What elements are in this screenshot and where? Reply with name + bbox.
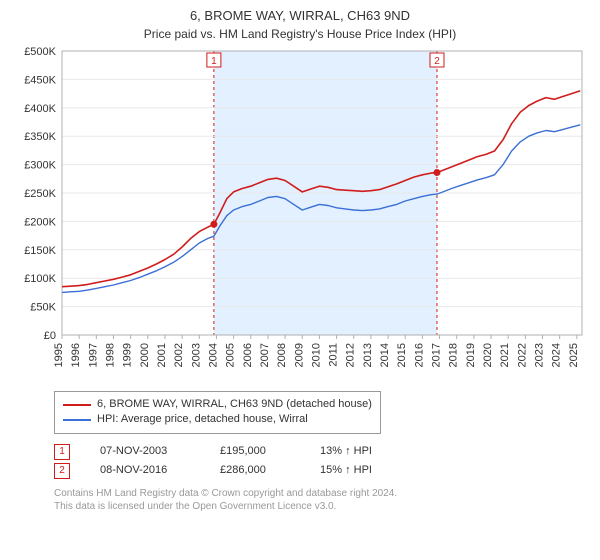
svg-text:2021: 2021 <box>499 343 511 367</box>
svg-text:1997: 1997 <box>87 343 99 367</box>
svg-text:2022: 2022 <box>516 343 528 367</box>
sale-date: 07-NOV-2003 <box>100 442 190 462</box>
chart-area: £0 £50K £100K £150K £200K £250K £300K £350K £400… <box>12 45 588 385</box>
svg-text:2007: 2007 <box>259 343 271 367</box>
svg-text:2002: 2002 <box>173 343 185 367</box>
svg-text:2001: 2001 <box>156 343 168 367</box>
svg-text:£400K: £400K <box>24 103 56 115</box>
svg-text:£150K: £150K <box>24 245 56 257</box>
svg-text:2023: 2023 <box>534 343 546 367</box>
svg-text:2019: 2019 <box>465 343 477 367</box>
svg-text:2008: 2008 <box>276 343 288 367</box>
svg-text:2009: 2009 <box>293 343 305 367</box>
svg-text:1998: 1998 <box>104 343 116 367</box>
svg-text:2025: 2025 <box>568 343 580 367</box>
legend-swatch <box>63 404 91 406</box>
legend-row: HPI: Average price, detached house, Wirr… <box>63 412 372 427</box>
svg-text:2005: 2005 <box>225 343 237 367</box>
svg-text:2015: 2015 <box>396 343 408 367</box>
svg-text:2010: 2010 <box>310 343 322 367</box>
svg-text:2017: 2017 <box>431 343 443 367</box>
license-text: Contains HM Land Registry data © Crown c… <box>54 487 588 513</box>
sale-date: 08-NOV-2016 <box>100 461 190 481</box>
svg-text:£250K: £250K <box>24 188 56 200</box>
svg-text:2024: 2024 <box>551 343 563 367</box>
svg-text:2003: 2003 <box>190 343 202 367</box>
svg-text:2: 2 <box>434 56 440 67</box>
marker-badge: 1 <box>54 444 70 460</box>
svg-text:£200K: £200K <box>24 216 56 228</box>
svg-text:£350K: £350K <box>24 131 56 143</box>
svg-text:£500K: £500K <box>24 46 56 58</box>
table-row: 2 08-NOV-2016 £286,000 15% ↑ HPI <box>54 461 588 481</box>
marker-badge: 2 <box>54 463 70 479</box>
svg-text:2000: 2000 <box>139 343 151 367</box>
legend-swatch <box>63 419 91 421</box>
svg-text:1995: 1995 <box>53 343 65 367</box>
svg-text:1999: 1999 <box>122 343 134 367</box>
legend-label: HPI: Average price, detached house, Wirr… <box>97 412 308 427</box>
sale-price: £195,000 <box>220 442 290 462</box>
legend-row: 6, BROME WAY, WIRRAL, CH63 9ND (detached… <box>63 397 372 412</box>
svg-text:£0: £0 <box>44 330 56 342</box>
svg-text:£50K: £50K <box>30 301 56 313</box>
legend-label: 6, BROME WAY, WIRRAL, CH63 9ND (detached… <box>97 397 372 412</box>
svg-text:2006: 2006 <box>242 343 254 367</box>
svg-text:2014: 2014 <box>379 343 391 367</box>
svg-text:2013: 2013 <box>362 343 374 367</box>
chart-title-line1: 6, BROME WAY, WIRRAL, CH63 9ND <box>12 8 588 25</box>
license-line: Contains HM Land Registry data © Crown c… <box>54 487 588 500</box>
chart-title-line2: Price paid vs. HM Land Registry's House … <box>12 27 588 41</box>
svg-text:1996: 1996 <box>70 343 82 367</box>
line-chart-svg: £0 £50K £100K £150K £200K £250K £300K £350K £400… <box>12 45 588 385</box>
svg-text:2020: 2020 <box>482 343 494 367</box>
marker-sales-table: 1 07-NOV-2003 £195,000 13% ↑ HPI 2 08-NO… <box>54 442 588 482</box>
svg-text:2018: 2018 <box>448 343 460 367</box>
svg-text:£300K: £300K <box>24 159 56 171</box>
sale-vs-hpi: 15% ↑ HPI <box>320 461 420 481</box>
sale-price: £286,000 <box>220 461 290 481</box>
svg-text:2004: 2004 <box>207 343 219 367</box>
svg-text:1: 1 <box>211 56 217 67</box>
legend: 6, BROME WAY, WIRRAL, CH63 9ND (detached… <box>54 391 381 434</box>
svg-text:2011: 2011 <box>328 343 340 367</box>
svg-text:£450K: £450K <box>24 74 56 86</box>
license-line: This data is licensed under the Open Gov… <box>54 500 588 513</box>
svg-text:£100K: £100K <box>24 273 56 285</box>
svg-text:2016: 2016 <box>413 343 425 367</box>
svg-text:2012: 2012 <box>345 343 357 367</box>
table-row: 1 07-NOV-2003 £195,000 13% ↑ HPI <box>54 442 588 462</box>
sale-vs-hpi: 13% ↑ HPI <box>320 442 420 462</box>
